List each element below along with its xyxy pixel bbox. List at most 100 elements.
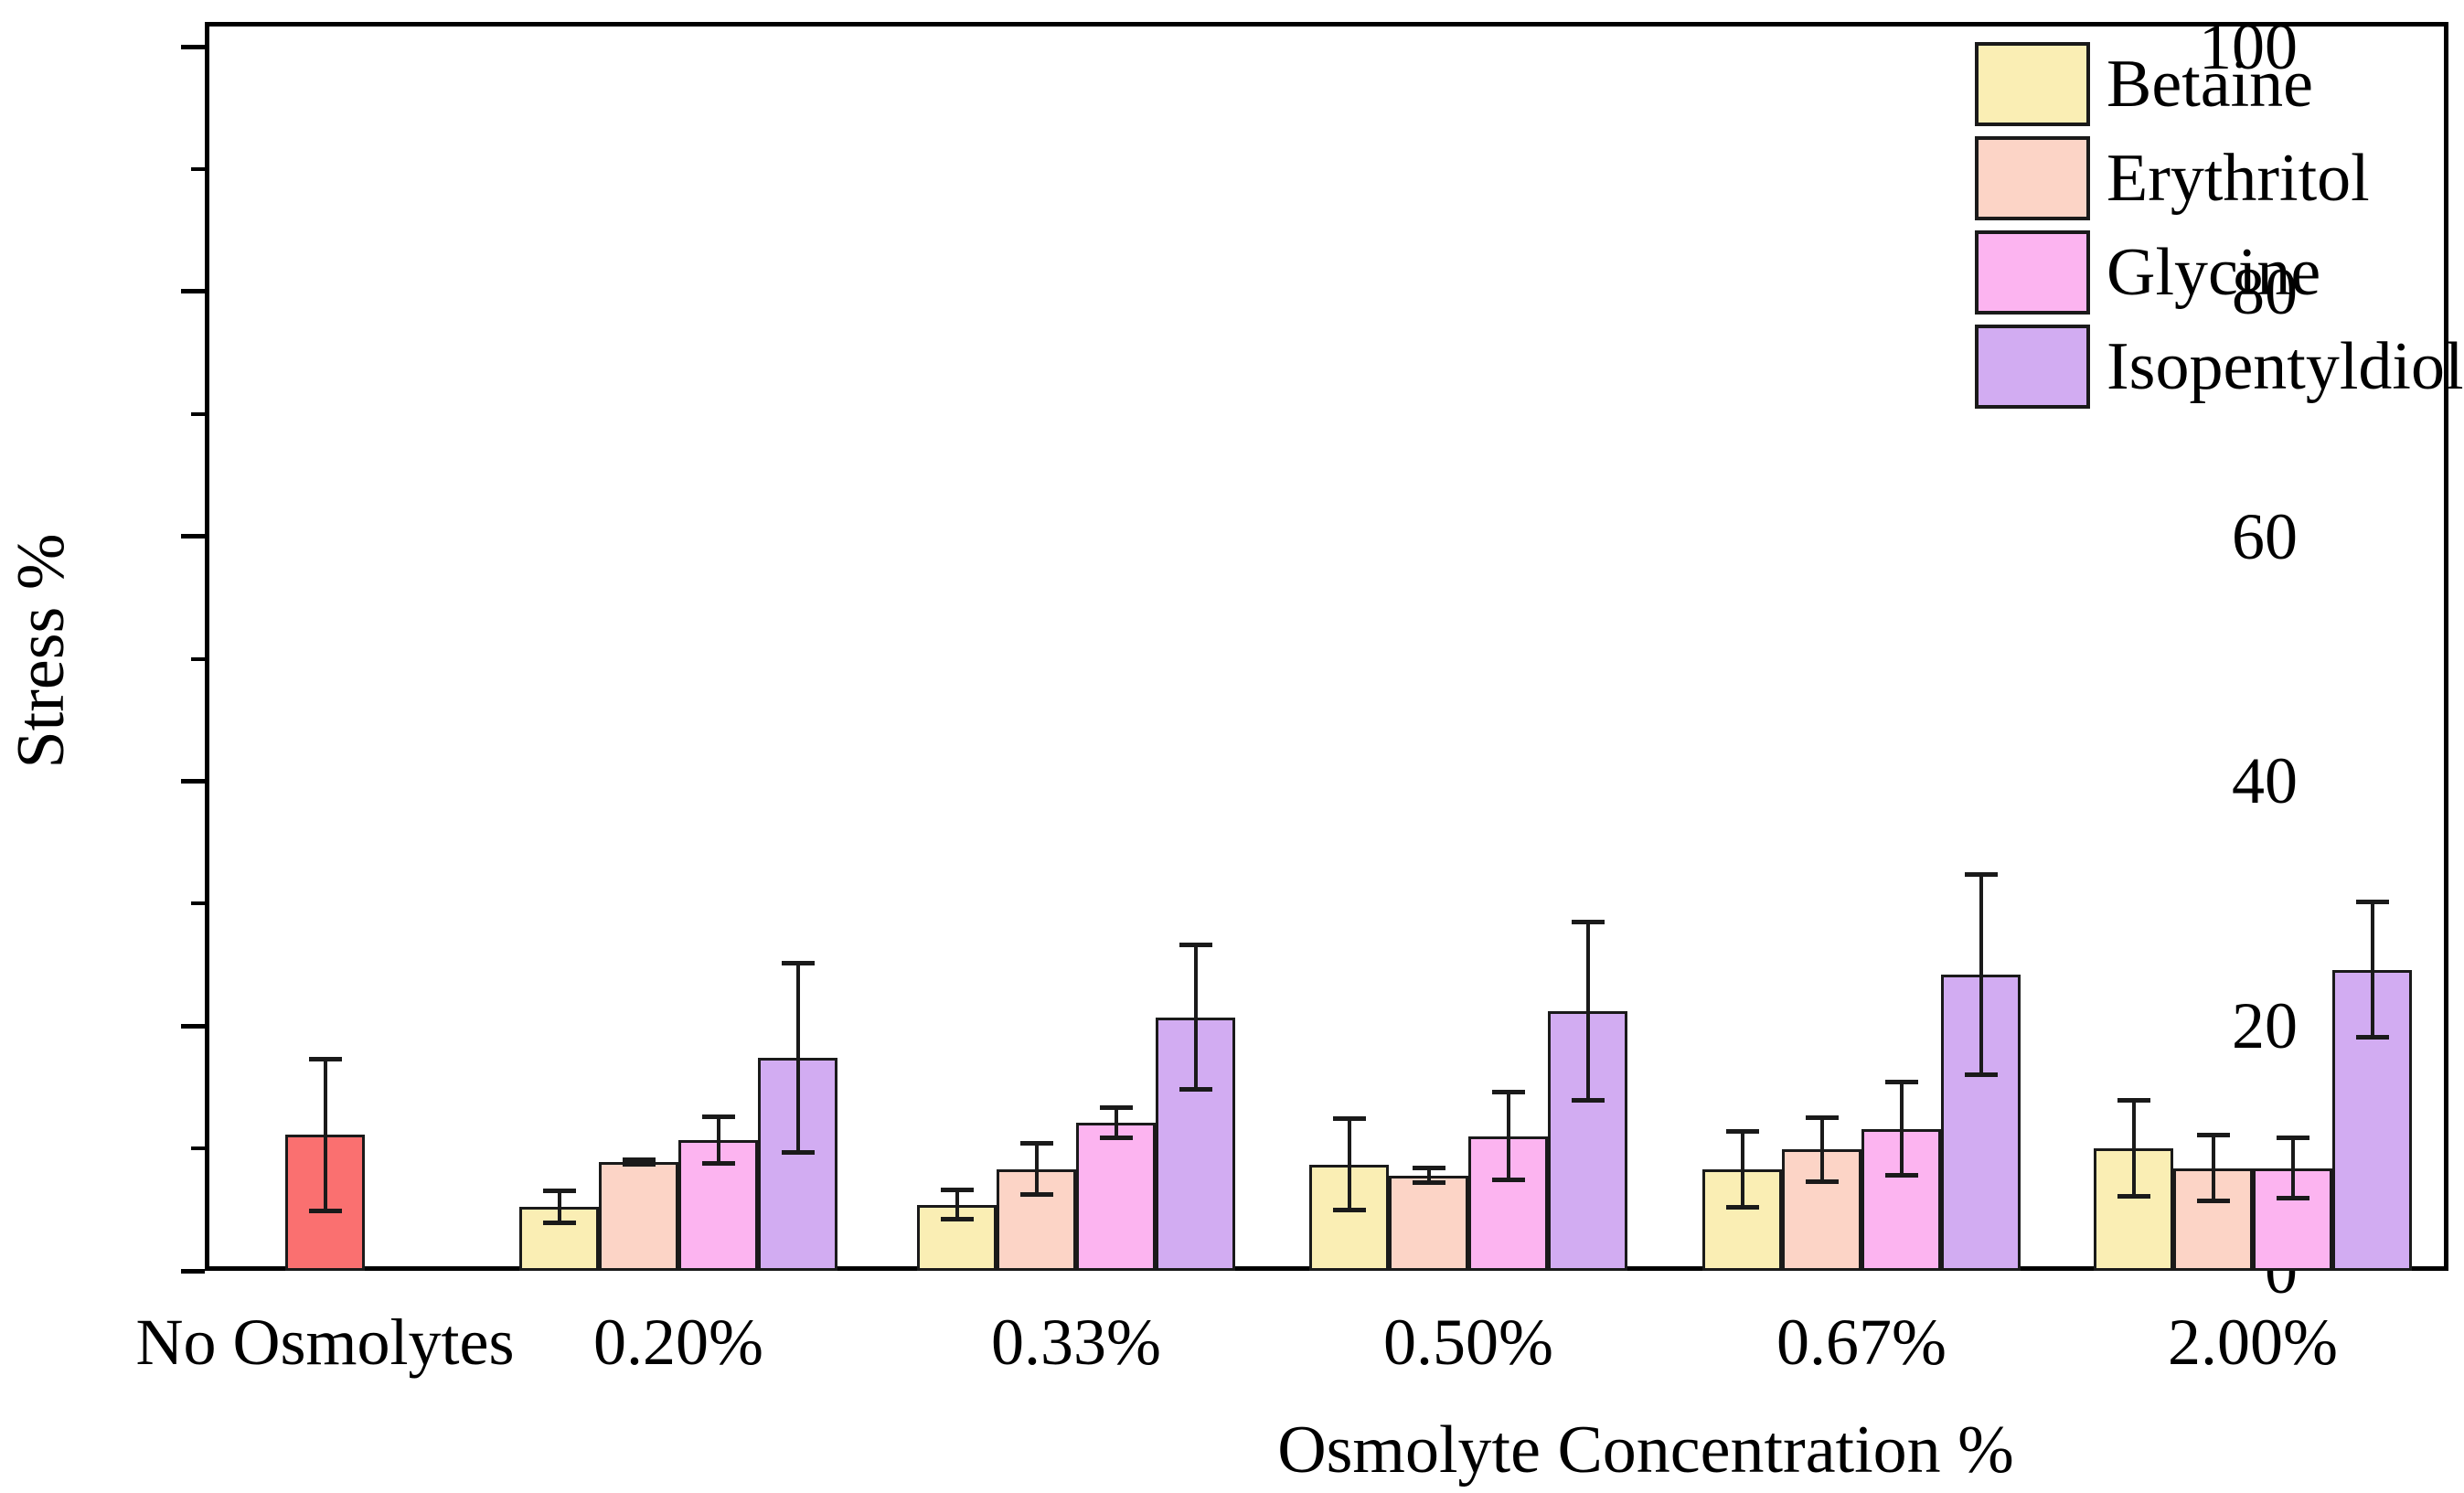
y-minor-tick-90 (191, 166, 205, 171)
x-axis-title: Osmolyte Concentration % (1277, 1413, 2014, 1488)
error-cap-low-erythritol-0.67% (1805, 1178, 1839, 1184)
legend-label-betaine: Betaine (2107, 47, 2314, 122)
y-major-tick-80 (181, 289, 205, 294)
error-bar-isopentyldiol-0.33% (1193, 944, 1198, 1090)
error-cap-high-betaine-0.50% (1332, 1116, 1366, 1122)
error-bar-isopentyldiol-0.20% (795, 963, 800, 1153)
error-cap-low-betaine-0.33% (940, 1217, 974, 1222)
error-cap-low-glycine-0.50% (1491, 1178, 1525, 1183)
error-cap-high-betaine-0.67% (1725, 1128, 1759, 1134)
error-cap-low-isopentyldiol-2.00% (2355, 1034, 2389, 1040)
bar-erythritol-0.50% (1389, 1175, 1468, 1271)
y-tick-label-60: 60 (2232, 499, 2298, 573)
y-axis-title: Stress % (4, 533, 79, 769)
error-bar-isopentyldiol-0.67% (1979, 874, 1983, 1075)
error-bar-betaine-0.50% (1347, 1118, 1351, 1210)
error-cap-high-glycine-0.67% (1884, 1080, 1918, 1085)
x-tick-label-0-20: 0.20% (593, 1306, 763, 1379)
bar-isopentyldiol-0.20% (758, 1058, 837, 1271)
error-cap-high-glycine-0.20% (701, 1114, 735, 1119)
legend-label-glycine: Glycine (2107, 235, 2321, 310)
error-bar-glycine-0.67% (1899, 1082, 1904, 1176)
legend-swatch-isopentyldiol (1975, 325, 2090, 409)
legend-swatch-betaine (1975, 42, 2090, 126)
y-major-tick-100 (181, 44, 205, 49)
error-bar-betaine-2.00% (2131, 1100, 2136, 1197)
error-cap-low-isopentyldiol-0.33% (1179, 1087, 1212, 1093)
error-bar-glycine-2.00% (2290, 1137, 2295, 1199)
error-cap-low-betaine-0.67% (1725, 1204, 1759, 1210)
error-cap-high-erythritol-0.50% (1412, 1166, 1445, 1171)
error-cap-low-betaine-0.20% (542, 1221, 576, 1226)
y-major-tick-40 (181, 778, 205, 784)
error-cap-low-betaine-2.00% (2117, 1193, 2150, 1199)
error-cap-high-erythritol-2.00% (2196, 1132, 2230, 1137)
y-minor-tick-70 (191, 411, 205, 416)
y-tick-label-40: 40 (2232, 744, 2298, 818)
y-minor-tick-10 (191, 1146, 205, 1151)
error-bar-glycine-0.33% (1114, 1107, 1118, 1138)
y-major-tick-20 (181, 1023, 205, 1029)
error-cap-low-glycine-2.00% (2276, 1196, 2309, 1201)
error-cap-high-erythritol-0.20% (622, 1157, 656, 1162)
error-cap-high-glycine-2.00% (2276, 1135, 2309, 1140)
bar-erythritol-0.20% (599, 1161, 678, 1271)
error-cap-low-glycine-0.33% (1099, 1135, 1133, 1140)
error-cap-low-erythritol-2.00% (2196, 1199, 2230, 1204)
x-tick-label-no-osmolytes: No Osmolytes (135, 1306, 515, 1379)
error-bar-betaine-0.67% (1740, 1131, 1744, 1208)
error-cap-low-erythritol-0.33% (1019, 1192, 1053, 1198)
error-bar-erythritol-0.67% (1819, 1117, 1824, 1182)
error-bar-erythritol-0.50% (1426, 1168, 1431, 1183)
error-cap-low-erythritol-0.50% (1412, 1180, 1445, 1186)
legend-swatch-erythritol (1975, 136, 2090, 220)
y-major-tick-60 (181, 534, 205, 539)
error-bar-betaine-0.33% (955, 1189, 959, 1220)
y-major-tick-0 (181, 1268, 205, 1274)
legend-label-isopentyldiol: Isopentyldiol (2107, 329, 2464, 404)
y-minor-tick-30 (191, 901, 205, 906)
y-minor-tick-50 (191, 656, 205, 661)
error-cap-high-betaine-2.00% (2117, 1098, 2150, 1104)
error-cap-high-glycine-0.33% (1099, 1105, 1133, 1111)
y-tick-label-80: 80 (2232, 254, 2298, 328)
x-tick-label-0-33: 0.33% (991, 1306, 1161, 1379)
error-cap-low-isopentyldiol-0.50% (1571, 1098, 1605, 1104)
error-cap-high-isopentyldiol-0.20% (781, 961, 815, 966)
error-bar-glycine-0.50% (1506, 1092, 1510, 1180)
x-tick-label-0-50: 0.50% (1383, 1306, 1553, 1379)
y-tick-label-100: 100 (2199, 10, 2298, 83)
x-tick-label-2-00: 2.00% (2168, 1306, 2338, 1379)
error-cap-low-isopentyldiol-0.67% (1964, 1072, 1998, 1078)
error-bar-isopentyldiol-2.00% (2370, 901, 2374, 1038)
legend-swatch-glycine (1975, 230, 2090, 315)
error-bar-glycine-0.20% (716, 1116, 720, 1164)
error-cap-high-betaine-0.33% (940, 1188, 974, 1193)
bar-glycine-0.33% (1076, 1122, 1156, 1271)
error-cap-low-no-osmolytes (308, 1208, 342, 1213)
error-cap-high-erythritol-0.33% (1019, 1141, 1053, 1146)
error-bar-erythritol-0.20% (636, 1159, 641, 1165)
error-cap-low-isopentyldiol-0.20% (781, 1149, 815, 1155)
error-cap-low-glycine-0.20% (701, 1160, 735, 1166)
error-cap-high-isopentyldiol-2.00% (2355, 900, 2389, 905)
error-cap-high-no-osmolytes (308, 1056, 342, 1061)
error-cap-high-isopentyldiol-0.67% (1964, 871, 1998, 877)
error-cap-high-erythritol-0.67% (1805, 1115, 1839, 1121)
error-cap-high-isopentyldiol-0.50% (1571, 919, 1605, 924)
error-bar-erythritol-2.00% (2211, 1135, 2215, 1201)
error-bar-isopentyldiol-0.50% (1585, 922, 1590, 1101)
error-cap-high-glycine-0.50% (1491, 1090, 1525, 1094)
y-tick-label-20: 20 (2232, 989, 2298, 1063)
error-cap-low-glycine-0.67% (1884, 1173, 1918, 1178)
error-cap-high-isopentyldiol-0.33% (1179, 943, 1212, 948)
error-cap-low-betaine-0.50% (1332, 1207, 1366, 1212)
error-cap-low-erythritol-0.20% (622, 1162, 656, 1167)
error-bar-erythritol-0.33% (1034, 1143, 1039, 1195)
error-bar-no-osmolytes (323, 1059, 327, 1211)
error-cap-high-betaine-0.20% (542, 1189, 576, 1194)
error-bar-betaine-0.20% (557, 1190, 561, 1223)
x-tick-label-0-67: 0.67% (1776, 1306, 1947, 1379)
legend-label-erythritol: Erythritol (2107, 141, 2370, 216)
